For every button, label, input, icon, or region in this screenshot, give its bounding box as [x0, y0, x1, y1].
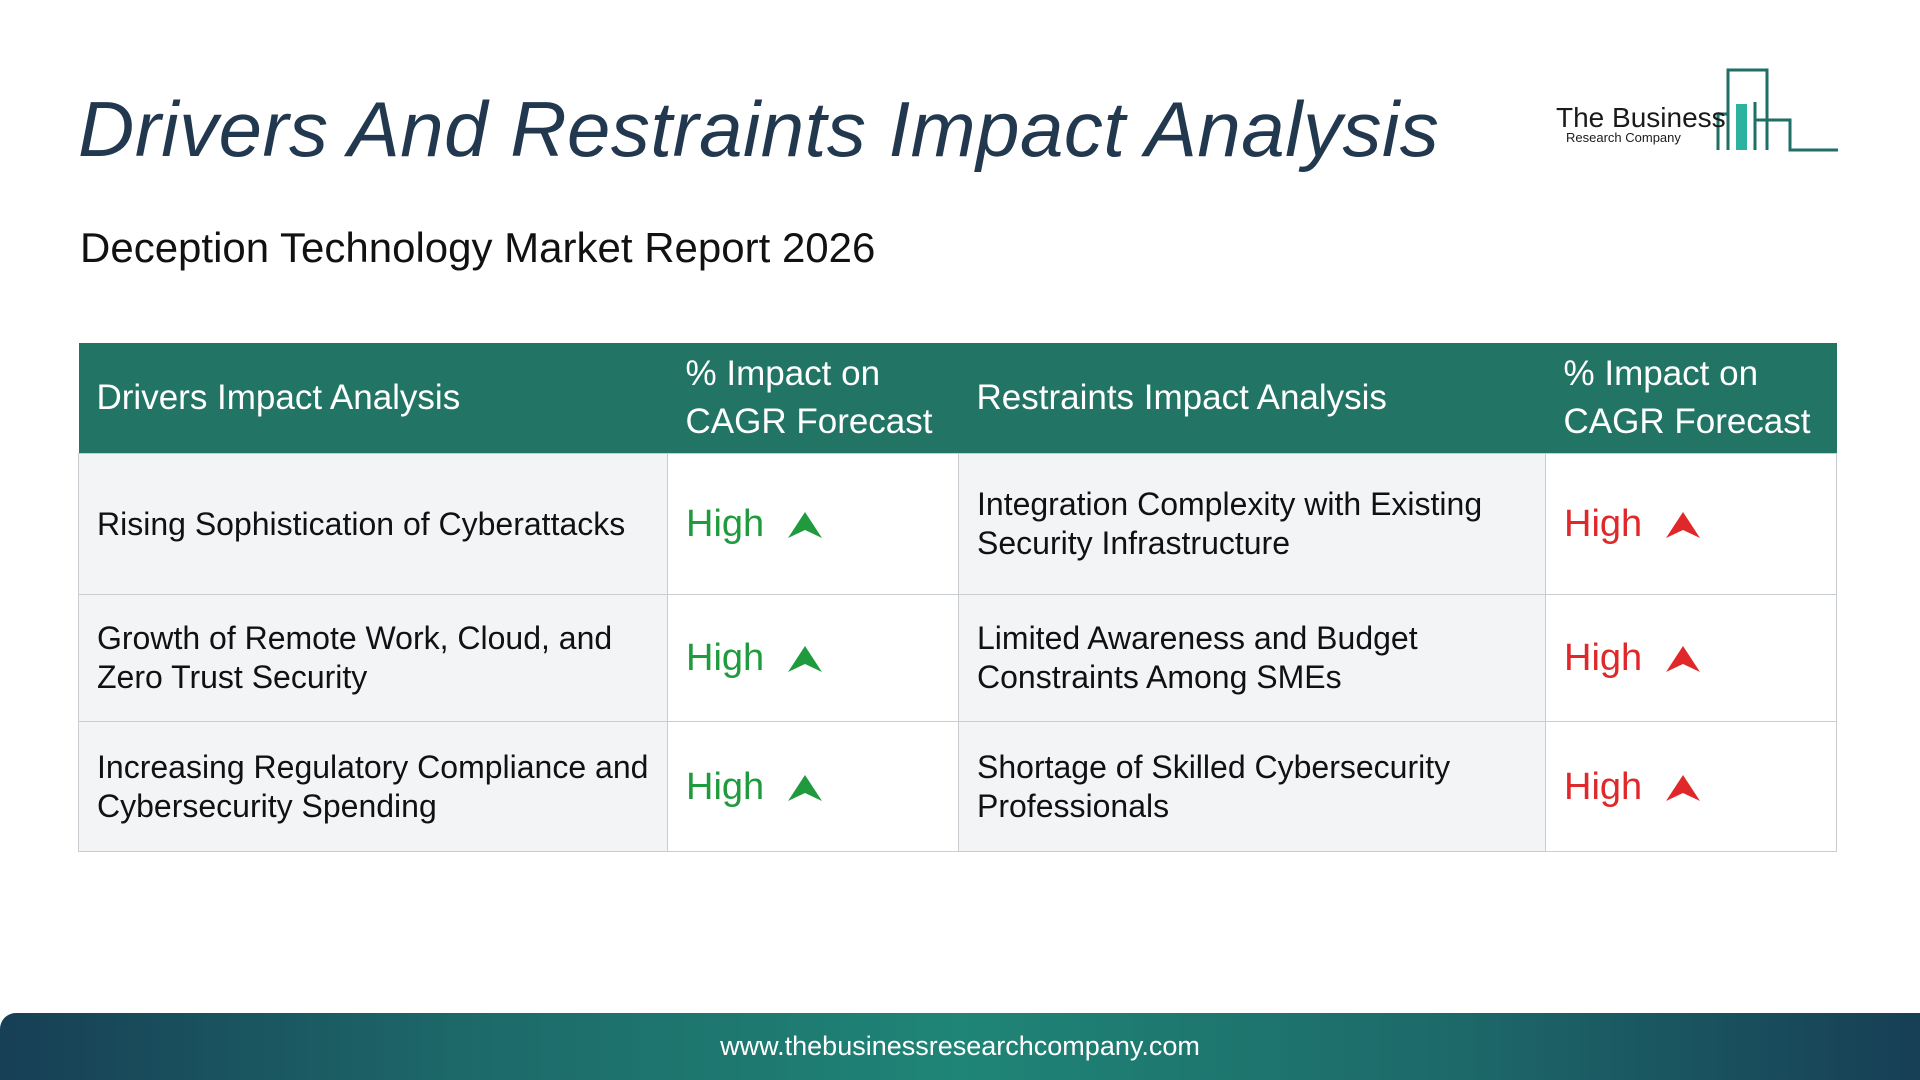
table-row: Growth of Remote Work, Cloud, and Zero T… [78, 594, 1837, 722]
table-row: Rising Sophistication of Cyberattacks Hi… [78, 453, 1837, 595]
arrow-up-icon [788, 774, 823, 801]
restraint-impact-cell: High [1545, 721, 1837, 852]
logo-name: The Business [1556, 102, 1726, 133]
logo-subtitle: Research Company [1566, 130, 1681, 145]
header-restraints: Restraints Impact Analysis [958, 343, 1546, 454]
restraint-impact-level: High [1564, 503, 1643, 546]
arrow-up-icon [788, 512, 823, 539]
header-drivers: Drivers Impact Analysis [78, 343, 668, 454]
restraint-impact-level: High [1564, 637, 1643, 680]
page-title: Drivers And Restraints Impact Analysis [78, 85, 1440, 173]
driver-impact-cell: High [667, 594, 959, 722]
driver-cell: Growth of Remote Work, Cloud, and Zero T… [78, 594, 668, 722]
bar-chart-building-icon [1716, 68, 1838, 152]
restraint-impact-level: High [1564, 766, 1643, 809]
restraint-cell: Shortage of Skilled Cybersecurity Profes… [958, 721, 1546, 852]
header-restraints-impact: % Impact on CAGR Forecast [1545, 343, 1837, 454]
driver-cell: Rising Sophistication of Cyberattacks [78, 453, 668, 595]
footer-bar: www.thebusinessresearchcompany.com [0, 1013, 1920, 1080]
company-logo[interactable]: The Business Research Company [1550, 68, 1840, 158]
footer-url-link[interactable]: www.thebusinessresearchcompany.com [720, 1031, 1200, 1061]
arrow-up-icon [1666, 512, 1701, 539]
arrow-up-icon [1666, 646, 1701, 673]
table-header-row: Drivers Impact Analysis % Impact on CAGR… [78, 343, 1837, 454]
driver-impact-cell: High [667, 721, 959, 852]
driver-impact-level: High [686, 766, 765, 809]
driver-cell: Increasing Regulatory Compliance and Cyb… [78, 721, 668, 852]
report-subtitle: Deception Technology Market Report 2026 [80, 224, 876, 271]
driver-impact-level: High [686, 637, 765, 680]
arrow-up-icon [1666, 774, 1701, 801]
header-drivers-impact: % Impact on CAGR Forecast [667, 343, 959, 454]
restraint-impact-cell: High [1545, 594, 1837, 722]
impact-analysis-table: Drivers Impact Analysis % Impact on CAGR… [78, 343, 1837, 852]
arrow-up-icon [788, 646, 823, 673]
restraint-impact-cell: High [1545, 453, 1837, 595]
restraint-cell: Limited Awareness and Budget Constraints… [958, 594, 1546, 722]
restraint-cell: Integration Complexity with Existing Sec… [958, 453, 1546, 595]
driver-impact-level: High [686, 503, 765, 546]
driver-impact-cell: High [667, 453, 959, 595]
table-row: Increasing Regulatory Compliance and Cyb… [78, 721, 1837, 852]
